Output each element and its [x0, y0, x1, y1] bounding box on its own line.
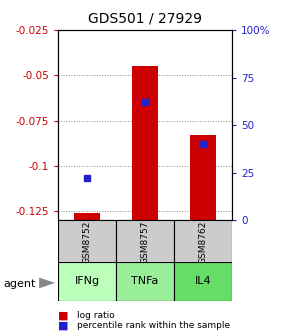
- Bar: [116, 262, 174, 301]
- Bar: [58, 220, 116, 264]
- Polygon shape: [39, 278, 55, 288]
- Text: IFNg: IFNg: [75, 277, 99, 286]
- Bar: [174, 220, 232, 264]
- Bar: [116, 220, 174, 264]
- Text: log ratio: log ratio: [77, 311, 115, 320]
- Text: GSM8757: GSM8757: [140, 220, 150, 264]
- Text: GSM8752: GSM8752: [82, 220, 92, 264]
- Text: percentile rank within the sample: percentile rank within the sample: [77, 322, 230, 330]
- Bar: [74, 213, 100, 220]
- Bar: [190, 135, 216, 220]
- Bar: [174, 262, 232, 301]
- Text: ■: ■: [58, 321, 68, 331]
- Text: TNFa: TNFa: [131, 277, 159, 286]
- Bar: [58, 262, 116, 301]
- Text: GDS501 / 27929: GDS501 / 27929: [88, 11, 202, 26]
- Text: IL4: IL4: [195, 277, 211, 286]
- Text: ■: ■: [58, 310, 68, 320]
- Text: agent: agent: [3, 279, 35, 289]
- Text: GSM8762: GSM8762: [198, 220, 208, 264]
- Bar: [132, 67, 158, 220]
